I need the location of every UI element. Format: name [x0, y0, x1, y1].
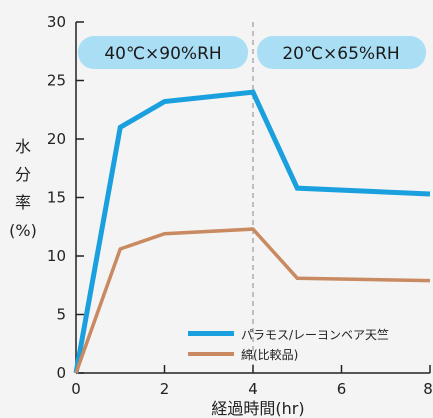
- legend-swatch-cotton: [188, 352, 234, 356]
- y-tick-label: 0: [56, 364, 66, 382]
- y-tick-label: 30: [47, 13, 66, 31]
- series-line-paramos: [73, 89, 431, 374]
- legend-label-cotton: 綿(比較品): [241, 347, 298, 362]
- condition-label-standard: 20℃×65%RH: [282, 44, 399, 64]
- series-line-cotton: [74, 227, 431, 374]
- y-tick-label: 20: [47, 130, 66, 148]
- y-label-char-3: 率: [15, 193, 31, 212]
- legend: パラモス/レーヨンベア天竺 綿(比較品): [188, 327, 389, 362]
- x-tick-label: 0: [71, 380, 81, 398]
- condition-pill-standard: [257, 36, 426, 69]
- x-axis-label: 経過時間(hr): [211, 399, 304, 418]
- condition-banners: 40℃×90%RH 20℃×65%RH: [78, 36, 426, 69]
- y-label-unit: (%): [9, 221, 37, 240]
- y-ticks: 0 5 10 15 20 25 30: [47, 13, 84, 382]
- y-tick-label: 5: [56, 306, 66, 324]
- y-label-char-2: 分: [15, 165, 31, 184]
- y-axis-label: 水 分 率 (%): [9, 137, 37, 240]
- x-tick-label: 4: [248, 380, 258, 398]
- x-tick-label: 6: [337, 380, 347, 398]
- y-tick-label: 25: [47, 72, 66, 90]
- legend-label-paramos: パラモス/レーヨンベア天竺: [241, 327, 389, 342]
- condition-pill-humid: [78, 36, 248, 69]
- y-tick-label: 10: [47, 247, 66, 265]
- legend-swatch-paramos: [188, 331, 234, 336]
- y-tick-label: 15: [47, 189, 66, 207]
- x-tick-label: 8: [423, 380, 433, 398]
- x-tick-label: 2: [160, 380, 170, 398]
- condition-label-humid: 40℃×90%RH: [104, 44, 221, 64]
- y-label-char-1: 水: [15, 137, 31, 156]
